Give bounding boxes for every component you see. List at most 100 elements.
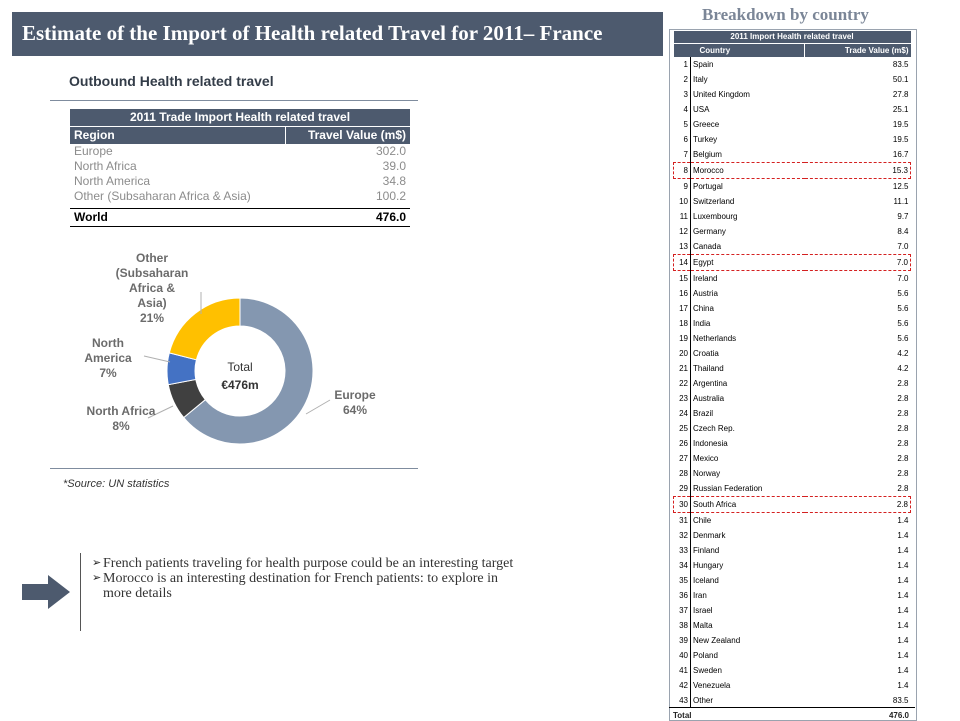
country-rank: 32 [673, 528, 691, 543]
country-rank: 25 [673, 421, 691, 436]
country-name: Turkey [693, 135, 718, 144]
country-value: 8.4 [897, 227, 909, 236]
country-row: 5 Greece 19.5 [673, 117, 911, 132]
country-name: Ireland [693, 274, 718, 283]
country-name: Luxembourg [693, 212, 738, 221]
pie-label-north-africa: North Africa 8% [84, 404, 158, 434]
pie-label-percent: 8% [112, 419, 130, 433]
country-row: 37 Israel 1.4 [673, 603, 911, 618]
pie-label-percent: 21% [139, 311, 165, 325]
country-value: 1.4 [897, 606, 909, 615]
bullet-text: French patients traveling for health pur… [103, 556, 514, 571]
country-row: 39 New Zealand 1.4 [673, 633, 911, 648]
country-value: 5.6 [897, 334, 909, 343]
country-row: 6 Turkey 19.5 [673, 132, 911, 147]
country-rank: 24 [673, 406, 691, 421]
country-rank: 30 [673, 496, 691, 513]
country-value: 16.7 [892, 150, 909, 159]
country-row: 15 Ireland 7.0 [673, 270, 911, 286]
region-total-row: World 476.0 [70, 208, 410, 227]
country-rank: 28 [673, 466, 691, 481]
country-name: Brazil [693, 409, 714, 418]
right-arrow-icon [22, 575, 70, 609]
country-value: 2.8 [897, 394, 909, 403]
country-rank: 23 [673, 391, 691, 406]
country-value: 1.4 [897, 636, 909, 645]
country-rank: 3 [673, 87, 691, 102]
country-row: 31 Chile 1.4 [673, 512, 911, 528]
country-row: 42 Venezuela 1.4 [673, 678, 911, 693]
country-name: China [693, 304, 714, 313]
value-column-header: Travel Value (m$) [285, 126, 410, 144]
donut-slice-other [168, 297, 241, 361]
country-value: 7.0 [897, 242, 909, 251]
region-name: North America [74, 174, 151, 188]
country-row: 20 Croatia 4.2 [673, 346, 911, 361]
country-value: 5.6 [897, 319, 909, 328]
donut-chart: Total €476m [143, 292, 331, 445]
country-name: Canada [693, 242, 722, 251]
country-row: 16 Austria 5.6 [673, 286, 911, 301]
country-row: 3 United Kingdom 27.8 [673, 87, 911, 102]
country-value: 2.8 [897, 439, 909, 448]
country-row: 7 Belgium 16.7 [673, 147, 911, 163]
trade-value-column-header: Trade Value (m$) [804, 43, 911, 57]
section-title: Outbound Health related travel [69, 73, 274, 89]
country-name: Czech Rep. [693, 424, 735, 433]
donut-center-label: Total [227, 360, 252, 374]
country-value: 5.6 [897, 304, 909, 313]
leader-line [143, 355, 171, 363]
country-value: 1.4 [897, 546, 909, 555]
country-name: Australia [693, 394, 725, 403]
country-name: Spain [693, 60, 714, 69]
side-heading: Breakdown by country [702, 5, 869, 24]
region-value: 100.2 [375, 189, 406, 203]
country-rank: 14 [673, 254, 691, 271]
country-value: 1.4 [897, 621, 909, 630]
country-rank: 42 [673, 678, 691, 693]
country-row: 29 Russian Federation 2.8 [673, 481, 911, 497]
country-row: 17 China 5.6 [673, 301, 911, 316]
total-label: World [70, 208, 286, 227]
donut-slices [166, 297, 314, 445]
country-rank: 1 [673, 57, 691, 72]
country-name: India [693, 319, 711, 328]
leader-line [305, 399, 331, 415]
country-rank: 38 [673, 618, 691, 633]
country-value: 83.5 [892, 696, 909, 705]
section-bottom-rule [50, 468, 418, 469]
country-value: 50.1 [892, 75, 909, 84]
country-row: 9 Portugal 12.5 [673, 178, 911, 194]
country-rank: 21 [673, 361, 691, 376]
country-name: New Zealand [693, 636, 741, 645]
country-name: Portugal [693, 182, 723, 191]
country-total-row: Total 476.0 [669, 707, 915, 721]
country-row: 18 India 5.6 [673, 316, 911, 331]
country-row: 19 Netherlands 5.6 [673, 331, 911, 346]
leader-line [147, 405, 174, 419]
country-rank: 34 [673, 558, 691, 573]
country-rank: 5 [673, 117, 691, 132]
pie-label-north-america: North America 7% [80, 336, 136, 381]
country-row: 27 Mexico 2.8 [673, 451, 911, 466]
country-row: 41 Sweden 1.4 [673, 663, 911, 678]
country-rank: 19 [673, 331, 691, 346]
country-name: Netherlands [693, 334, 737, 343]
country-row-highlighted: 14 Egypt 7.0 [673, 254, 911, 271]
country-value: 2.8 [897, 379, 909, 388]
country-row-highlighted: 8 Morocco 15.3 [673, 162, 911, 179]
page-title: Estimate of the Import of Health related… [22, 21, 603, 45]
country-rank: 8 [673, 162, 691, 179]
country-value: 1.4 [897, 576, 909, 585]
pie-label-line: Europe [334, 388, 376, 402]
country-value: 2.8 [897, 454, 909, 463]
country-row: 10 Switzerland 11.1 [673, 194, 911, 209]
country-rank: 2 [673, 72, 691, 87]
country-rank: 12 [673, 224, 691, 239]
country-value: 1.4 [897, 561, 909, 570]
country-rank: 41 [673, 663, 691, 678]
country-rank: 7 [673, 147, 691, 163]
region-table: 2011 Trade Import Health related travel … [70, 109, 410, 227]
region-row: Other (Subsaharan Africa & Asia) 100.2 [70, 189, 410, 204]
country-value: 19.5 [892, 120, 909, 129]
